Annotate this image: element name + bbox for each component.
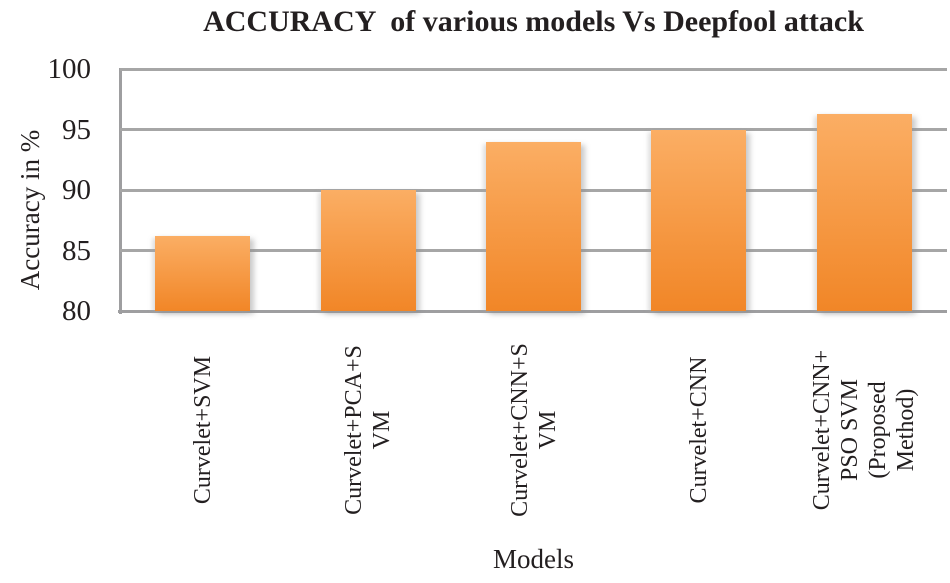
category-label-3: Curvelet+CNN+S VM bbox=[506, 343, 561, 517]
y-tick-label: 100 bbox=[47, 53, 92, 85]
category-label-4: Curvelet+CNN bbox=[685, 356, 712, 504]
gridline bbox=[120, 128, 947, 131]
y-tick-label: 85 bbox=[62, 234, 91, 267]
bar-5 bbox=[816, 113, 912, 311]
chart-title: ACCURACY of various models Vs Deepfool a… bbox=[203, 5, 864, 38]
bar-4 bbox=[651, 129, 747, 311]
gridline-top bbox=[120, 67, 947, 71]
x-axis-line bbox=[118, 309, 947, 313]
category-label-5: Curvelet+CNN+ PSO SVM (Proposed Method) bbox=[809, 349, 920, 511]
y-tick-labels: 100 95 90 85 80 bbox=[0, 53, 92, 327]
y-tick-label: 80 bbox=[62, 295, 91, 327]
plot-area bbox=[118, 67, 947, 314]
y-tick-label: 90 bbox=[62, 174, 91, 206]
category-label-1: Curvelet+SVM bbox=[189, 355, 216, 505]
x-axis-title: Models bbox=[493, 544, 574, 574]
bar-3 bbox=[486, 141, 581, 311]
bar-1 bbox=[155, 235, 251, 311]
bar-2 bbox=[320, 190, 416, 311]
y-tick-label: 95 bbox=[62, 113, 91, 146]
category-label-2: Curvelet+PCA+S VM bbox=[341, 345, 396, 515]
category-labels: Curvelet+SVM Curvelet+PCA+S VM Curvelet+CN… bbox=[120, 311, 947, 546]
